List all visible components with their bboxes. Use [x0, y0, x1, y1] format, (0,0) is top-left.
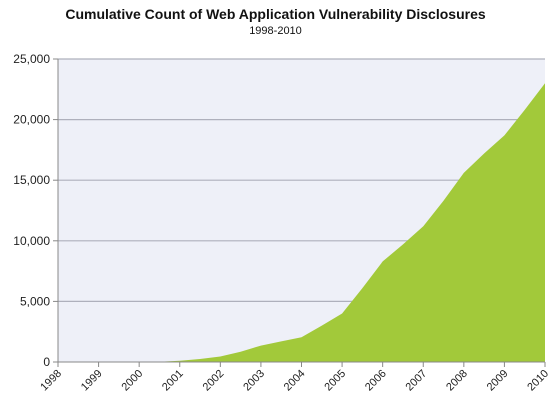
y-tick-label: 0: [43, 355, 50, 369]
x-tick-label: 1999: [79, 368, 105, 394]
y-tick-label: 10,000: [13, 234, 50, 248]
y-tick-label: 25,000: [13, 52, 50, 66]
x-tick-label: 2004: [282, 368, 308, 394]
x-axis-ticks: 1998 1999 2000 2001 2002 2003 2004 2005 2006 2007…: [38, 362, 551, 393]
cumulative-area: [58, 83, 545, 362]
y-tick-label: 20,000: [13, 113, 50, 127]
x-tick-label: 2008: [444, 368, 470, 394]
y-tick-label: 5,000: [20, 294, 50, 308]
x-tick-label: 2002: [201, 368, 227, 394]
x-tick-label: 2000: [119, 368, 145, 394]
x-tick-label: 2006: [363, 368, 389, 394]
x-tick-label: 2007: [404, 368, 430, 394]
x-tick-label: 2009: [485, 368, 511, 394]
x-tick-label: 2003: [241, 368, 267, 394]
y-tick-label: 15,000: [13, 173, 50, 187]
chart-title: Cumulative Count of Web Application Vuln…: [65, 6, 486, 22]
x-tick-label: 2005: [322, 368, 348, 394]
chart-subtitle: 1998-2010: [249, 25, 302, 37]
x-tick-label: 2001: [160, 368, 186, 394]
x-tick-label: 1998: [38, 368, 64, 394]
x-tick-label: 2010: [525, 368, 551, 394]
y-axis-ticks: 0 5,000 10,000 15,000 20,000 25,000: [13, 52, 58, 369]
